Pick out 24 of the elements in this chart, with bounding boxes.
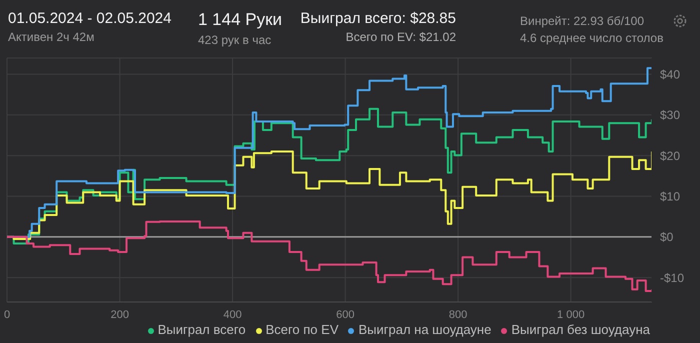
y-tick-label: $20 xyxy=(660,148,680,163)
x-tick-label: 600 xyxy=(336,308,354,321)
legend-label: Выиграл без шоудауна xyxy=(511,322,650,337)
y-tick-label: $30 xyxy=(660,108,680,122)
y-tick-label: $10 xyxy=(660,190,680,204)
chart-subtitle: Активен 2ч 42м xyxy=(8,30,96,44)
legend-label: Выиграл на шоудауне xyxy=(358,322,492,337)
x-tick-label: 0 xyxy=(4,308,10,321)
text: 423 рук в час xyxy=(198,33,272,47)
y-tick-label: $40 xyxy=(660,68,680,82)
x-tick-label: 800 xyxy=(448,308,468,321)
legend-label: Всего по EV xyxy=(266,322,338,337)
text: 1 144 Руки xyxy=(198,10,282,30)
x-tick-label: 200 xyxy=(110,308,129,321)
text: Всего по EV: $21.02 xyxy=(346,30,456,44)
text: Выиграл всего: $28.85 xyxy=(300,10,456,27)
legend-label: Выиграл всего xyxy=(158,322,246,337)
chart-title: 01.05.2024 - 02.05.2024 xyxy=(8,10,172,27)
x-tick-label: 400 xyxy=(223,308,242,321)
y-tick-label: $0 xyxy=(660,230,674,244)
text: 4.6 среднее число столов xyxy=(520,31,664,45)
y-tick-label: -$10 xyxy=(660,270,684,285)
text: Винрейт: 22.93 бб/100 xyxy=(520,14,646,28)
x-tick-label: 1 000 xyxy=(557,308,585,321)
